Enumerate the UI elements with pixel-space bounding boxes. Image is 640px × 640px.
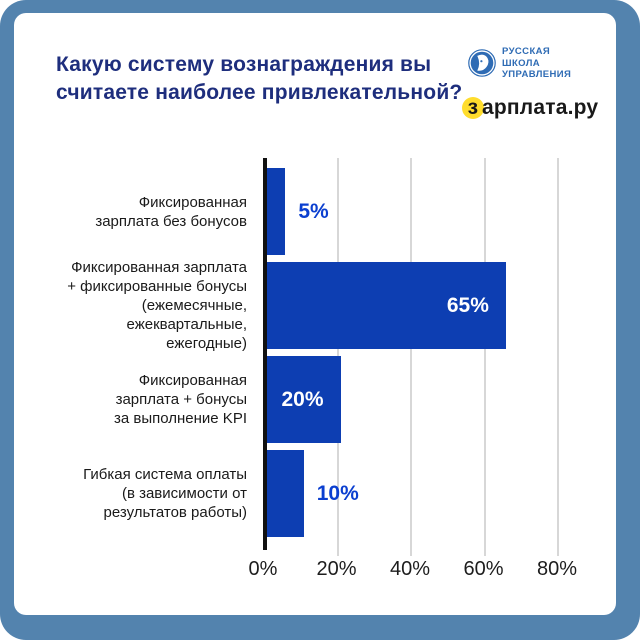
x-axis-tick: 80% xyxy=(536,558,578,580)
bar: 65% xyxy=(267,262,506,349)
x-axis: 0% 20% 40% 60% 80% xyxy=(249,558,579,584)
rsu-logo-text: РУССКАЯ ШКОЛА УПРАВЛЕНИЯ xyxy=(502,46,572,80)
rsu-profile-icon xyxy=(468,49,496,78)
rsu-logo: РУССКАЯ ШКОЛА УПРАВЛЕНИЯ xyxy=(468,46,571,81)
x-axis-tick: 60% xyxy=(463,558,504,580)
category-label: Гибкая система оплаты (в зависимости от … xyxy=(83,466,247,521)
title-line-1: Какую систему вознаграждения вы xyxy=(56,53,432,76)
bar-row: 5% xyxy=(267,168,567,255)
category-label: Фиксированная зарплата + бонусы за выпол… xyxy=(113,372,247,427)
zarplata-logo: з арплата.ру xyxy=(462,96,598,120)
y-axis-line xyxy=(263,158,267,550)
zarplata-logo-text: арплата.ру xyxy=(482,96,599,119)
category-label: Фиксированная зарплата + фиксированные б… xyxy=(67,259,247,352)
bar: 5% xyxy=(267,168,329,255)
gridline-60 xyxy=(483,158,486,556)
page-title: Какую систему вознаграждения вы считаете… xyxy=(56,51,486,107)
title-line-2: считаете наиболее привлекательной? xyxy=(56,81,463,104)
zarplata-yellow-circle-icon: з xyxy=(462,96,484,119)
gridline-80 xyxy=(557,158,559,556)
bar-row: 20% xyxy=(267,356,567,443)
bar-value-label: 5% xyxy=(298,199,329,223)
category-label: Фиксированная зарплата без бонусов xyxy=(95,193,247,230)
bar: 10% xyxy=(267,450,359,537)
x-axis-tick: 20% xyxy=(316,558,357,580)
bar: 20% xyxy=(267,356,341,443)
bar-row: 65% xyxy=(267,262,567,349)
bar-chart-plot: 5% 65% 20% 10% xyxy=(263,158,579,556)
x-axis-tick: 0% xyxy=(248,558,278,580)
infographic-card: Какую систему вознаграждения вы считаете… xyxy=(14,13,616,615)
bar-value-label: 10% xyxy=(316,481,359,505)
gridline-40 xyxy=(410,158,412,556)
bar-value-label: 20% xyxy=(281,387,324,411)
bar-row: 10% xyxy=(267,450,567,537)
bar-value-label: 65% xyxy=(446,293,489,317)
x-axis-tick: 40% xyxy=(389,558,431,580)
